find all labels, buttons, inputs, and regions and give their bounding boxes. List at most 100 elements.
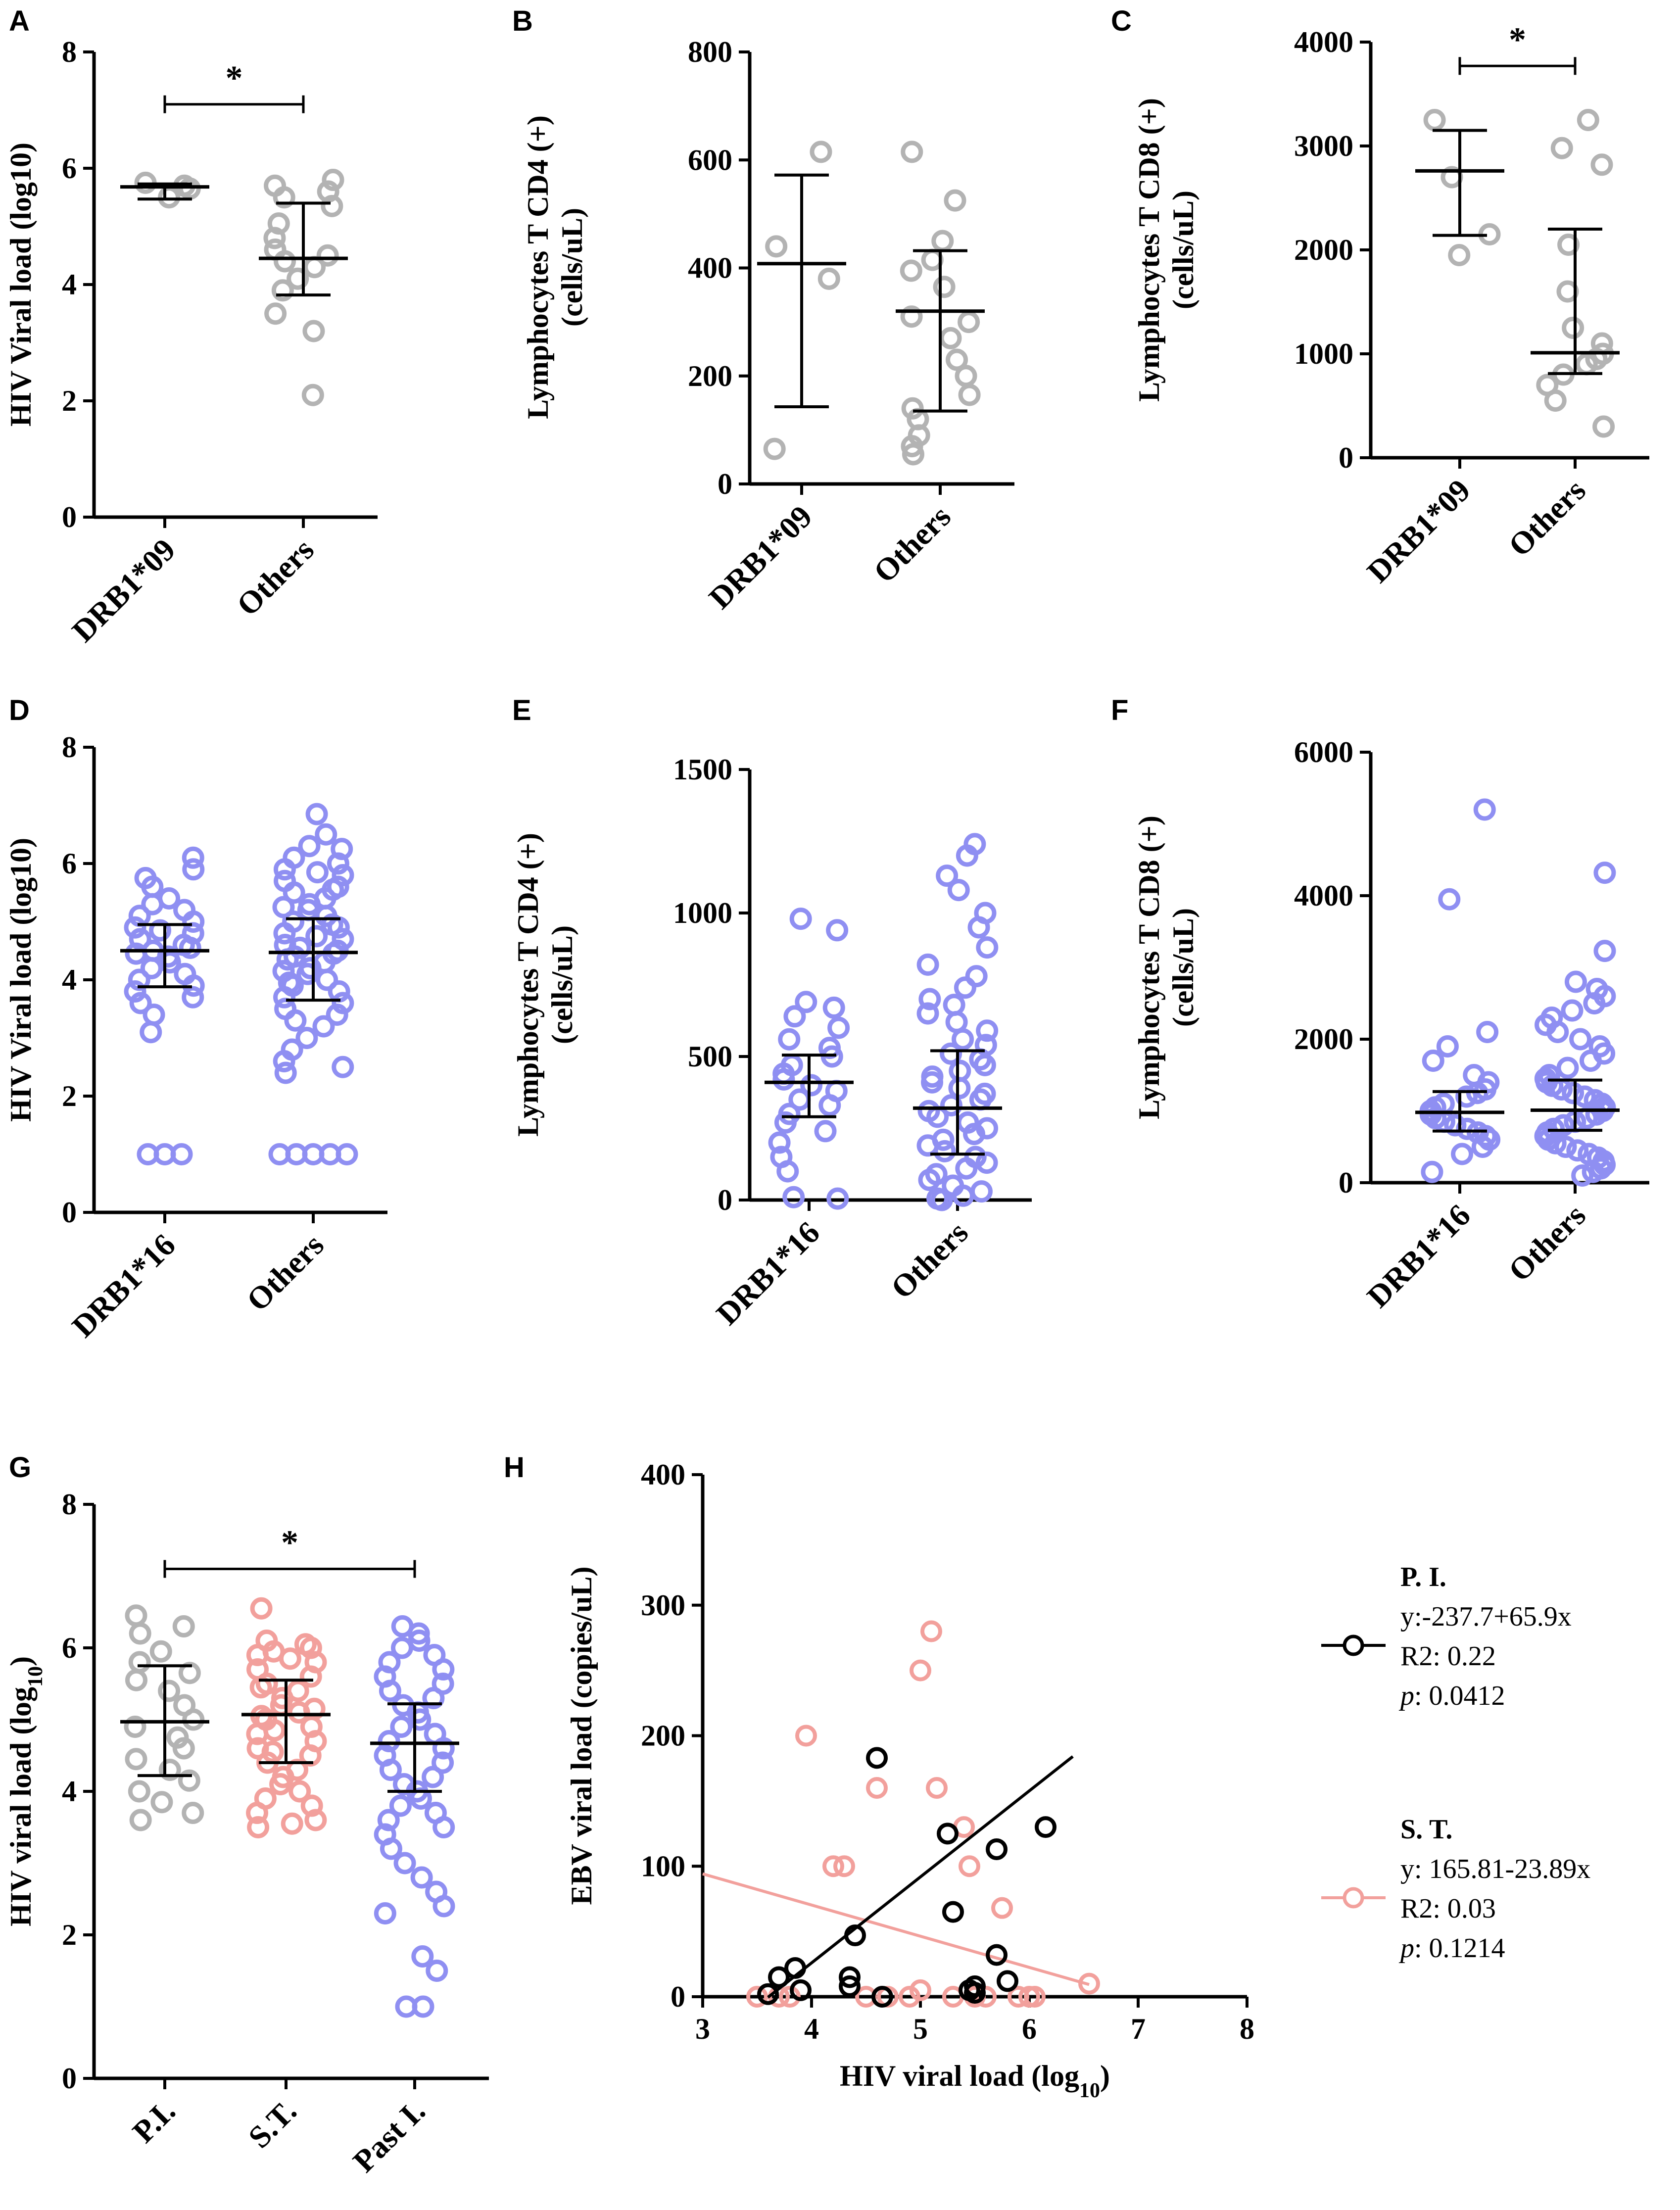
data-point	[129, 992, 152, 1014]
data-point	[899, 1986, 920, 2008]
panel-b: B 0 200 400 600 800 DRB1*09 Others Lymphocytes T…	[512, 5, 1014, 616]
data-point	[182, 911, 205, 933]
data-point	[281, 1812, 303, 1835]
data-point	[1421, 1160, 1443, 1183]
data-point	[288, 1701, 310, 1724]
y-tick-label: 0	[62, 501, 77, 533]
data-point	[179, 936, 201, 959]
category-label: Others	[866, 499, 957, 589]
y-tick-label: 600	[688, 144, 732, 176]
data-point	[306, 861, 329, 884]
data-point	[940, 1042, 962, 1065]
data-point	[1473, 798, 1496, 821]
data-point	[150, 1791, 173, 1814]
data-point	[374, 1902, 396, 1924]
panel-label: E	[512, 694, 531, 726]
y-tick-label: 8	[62, 1488, 77, 1521]
data-point	[952, 1028, 974, 1051]
panel-label: G	[9, 1451, 31, 1484]
data-point	[287, 267, 309, 290]
data-point	[1582, 1160, 1604, 1183]
data-point	[182, 986, 204, 1009]
data-point	[822, 996, 845, 1019]
data-point	[970, 1180, 993, 1203]
data-point	[1562, 1082, 1584, 1105]
x-tick-label: 6	[1022, 2013, 1037, 2045]
data-point	[986, 1944, 1008, 1966]
data-point	[1593, 940, 1616, 962]
data-point	[263, 227, 286, 249]
data-point	[1544, 1132, 1567, 1154]
y-axis-label: Lymphocytes T CD4 (+)(cells/uL)	[512, 833, 578, 1137]
y-tick-label: 0	[1339, 1166, 1353, 1199]
data-point	[1451, 1143, 1474, 1165]
data-point	[379, 1680, 401, 1702]
data-point	[789, 908, 812, 930]
data-point	[1592, 415, 1615, 438]
data-point	[322, 169, 344, 191]
data-point	[247, 1816, 270, 1838]
y-tick-label: 0	[62, 1196, 77, 1229]
data-point	[901, 141, 923, 163]
panel-label: B	[512, 5, 533, 37]
y-tick-label: 1500	[673, 753, 732, 786]
data-point	[315, 823, 337, 846]
y-tick-label: 4	[62, 1775, 77, 1808]
data-point	[178, 1769, 200, 1792]
data-point	[810, 141, 832, 163]
data-point	[871, 1986, 893, 2008]
data-point	[124, 1716, 146, 1738]
data-point	[129, 1622, 151, 1645]
legend-equation: y: 165.81-23.89x	[1400, 1854, 1590, 1884]
data-point	[768, 1966, 790, 1988]
category-label: Others	[230, 532, 320, 623]
data-point	[940, 1094, 962, 1117]
data-point	[276, 948, 299, 971]
data-point	[1438, 888, 1461, 911]
data-point	[902, 443, 924, 466]
y-tick-label: 400	[641, 1458, 685, 1491]
data-point	[965, 965, 988, 988]
data-point	[997, 1970, 1018, 1992]
data-point	[296, 962, 319, 985]
data-point	[332, 1056, 354, 1078]
legend-p-value: p: 0.0412	[1398, 1681, 1505, 1711]
data-point	[1583, 992, 1606, 1014]
data-point	[299, 1665, 322, 1688]
legend-series-name: S. T.	[1400, 1814, 1452, 1845]
y-tick-label: 1000	[673, 897, 732, 929]
y-tick-label: 0	[1339, 441, 1353, 474]
y-tick-label: 2	[62, 1080, 77, 1112]
legend-r2: R2: 0.03	[1400, 1893, 1496, 1924]
category-label: Others	[884, 1215, 974, 1305]
data-point	[389, 1794, 412, 1817]
y-tick-label: 8	[62, 36, 77, 68]
data-point	[921, 248, 944, 271]
y-tick-label: 2	[62, 384, 77, 417]
data-point	[918, 1168, 941, 1191]
panel-c: C 0 1000 2000 3000 4000 DRB1*09 Others Lymphocyt…	[1111, 5, 1649, 589]
data-point	[125, 1604, 147, 1627]
data-point	[124, 980, 146, 1003]
y-tick-label: 0	[62, 2062, 77, 2095]
data-point	[866, 1777, 888, 1799]
data-point	[916, 953, 939, 976]
data-point	[933, 1140, 956, 1162]
data-point	[274, 250, 296, 273]
y-tick-label: 200	[641, 1720, 685, 1752]
data-point	[274, 998, 297, 1020]
data-point	[143, 1004, 165, 1026]
data-point	[939, 327, 962, 349]
panel-d: D 0 2 4 6 8 DRB1*16 Others HIV Viral load (log10…	[4, 694, 387, 1344]
y-tick-label: 400	[688, 252, 732, 285]
data-point	[149, 919, 172, 942]
category-label: Past I.	[346, 2093, 432, 2179]
data-point	[822, 1855, 844, 1877]
x-tick-label: 3	[695, 2013, 710, 2045]
fit-line	[702, 1872, 1090, 1986]
category-label: DRB1*16	[710, 1215, 826, 1332]
data-point	[975, 1152, 998, 1174]
data-point	[765, 235, 788, 258]
data-point	[963, 1123, 986, 1146]
data-point	[1557, 234, 1580, 256]
